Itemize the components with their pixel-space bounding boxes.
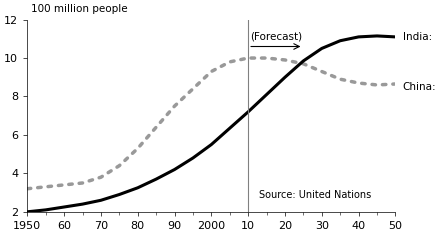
Text: China:: China:	[403, 82, 436, 92]
Text: India:: India:	[403, 32, 432, 42]
Text: 100 million people: 100 million people	[31, 4, 128, 14]
Text: (Forecast): (Forecast)	[250, 31, 302, 41]
Text: Source: United Nations: Source: United Nations	[259, 190, 371, 200]
